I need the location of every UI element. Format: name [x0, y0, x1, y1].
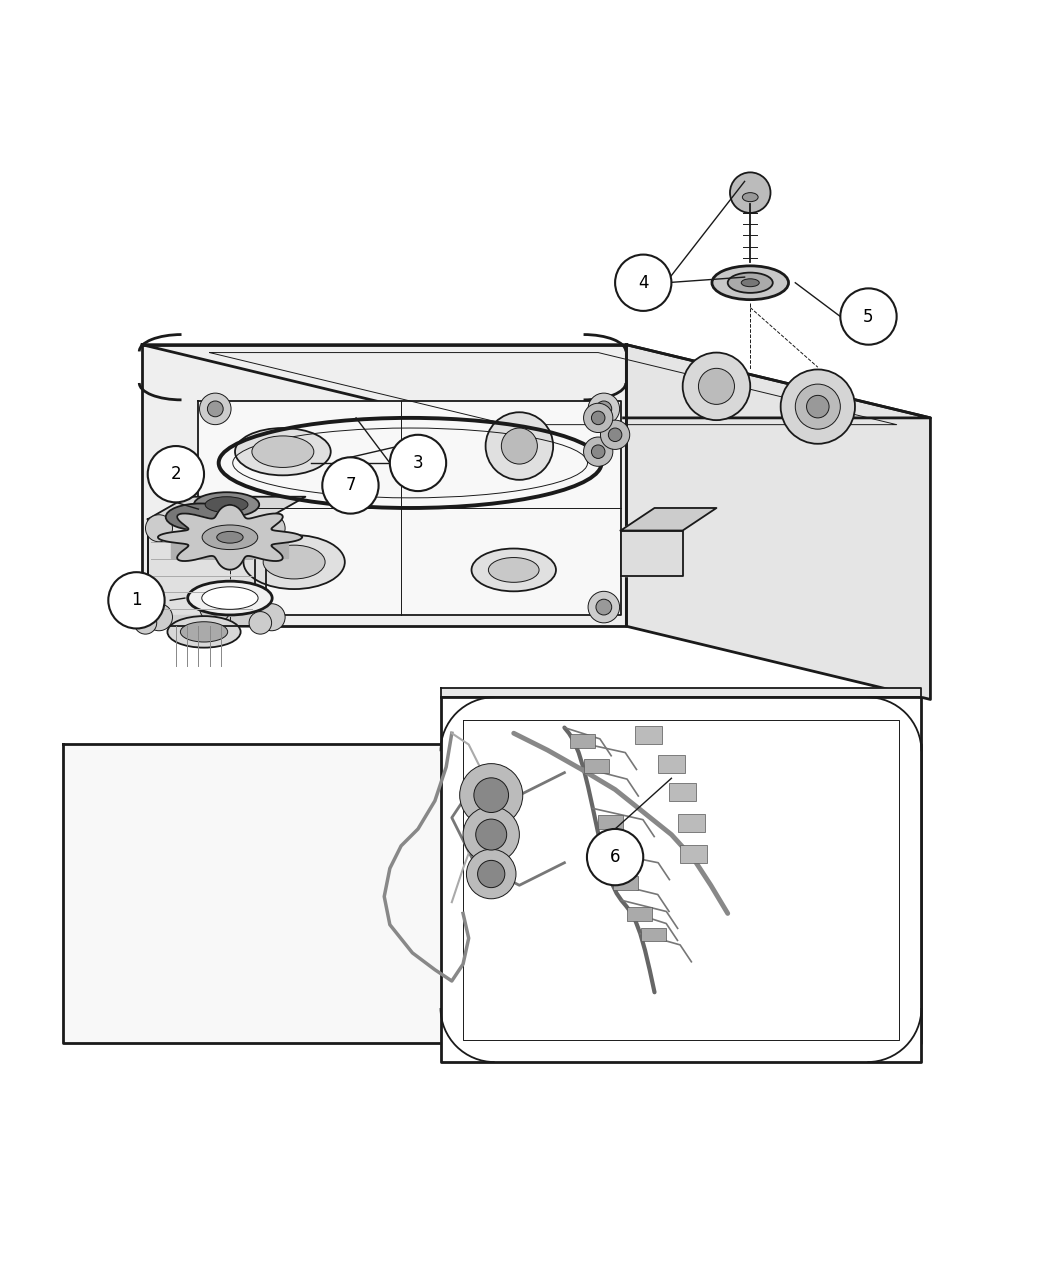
Ellipse shape	[216, 532, 244, 543]
Bar	[584, 760, 609, 773]
Text: 3: 3	[413, 454, 423, 472]
Ellipse shape	[167, 616, 240, 648]
Polygon shape	[621, 530, 682, 575]
Circle shape	[584, 437, 613, 467]
Ellipse shape	[194, 492, 259, 516]
Ellipse shape	[235, 428, 331, 476]
Text: 1: 1	[131, 592, 142, 609]
Ellipse shape	[488, 557, 539, 583]
Circle shape	[682, 353, 751, 421]
Circle shape	[134, 612, 156, 634]
Polygon shape	[198, 402, 621, 615]
Circle shape	[200, 592, 231, 623]
Polygon shape	[148, 519, 255, 626]
Polygon shape	[171, 537, 289, 557]
Polygon shape	[441, 697, 922, 1062]
Text: 4: 4	[638, 274, 649, 292]
Circle shape	[478, 861, 505, 887]
Circle shape	[390, 435, 446, 491]
Circle shape	[148, 446, 204, 502]
Ellipse shape	[712, 266, 789, 300]
Text: 5: 5	[863, 307, 874, 325]
Bar	[680, 845, 708, 863]
Circle shape	[460, 764, 523, 826]
Circle shape	[596, 599, 612, 615]
Ellipse shape	[741, 279, 759, 287]
Circle shape	[588, 592, 619, 623]
Bar	[669, 783, 696, 801]
Circle shape	[501, 428, 538, 464]
Polygon shape	[142, 344, 930, 418]
Ellipse shape	[181, 622, 228, 643]
Circle shape	[485, 412, 553, 479]
Circle shape	[108, 572, 165, 629]
Circle shape	[258, 604, 286, 631]
Ellipse shape	[188, 581, 272, 615]
Polygon shape	[627, 344, 930, 700]
Bar	[627, 907, 652, 921]
Circle shape	[591, 411, 605, 425]
Polygon shape	[621, 507, 716, 530]
Polygon shape	[148, 497, 306, 519]
Circle shape	[806, 395, 830, 418]
Circle shape	[615, 255, 671, 311]
Circle shape	[146, 515, 172, 542]
Ellipse shape	[202, 586, 258, 609]
Bar	[635, 727, 663, 745]
Circle shape	[596, 402, 612, 417]
Circle shape	[208, 599, 224, 615]
Ellipse shape	[166, 504, 235, 530]
Ellipse shape	[252, 436, 314, 468]
Circle shape	[200, 393, 231, 425]
Circle shape	[249, 612, 272, 634]
Ellipse shape	[264, 546, 326, 579]
Circle shape	[591, 445, 605, 459]
Circle shape	[146, 604, 172, 631]
Bar	[642, 928, 666, 941]
Ellipse shape	[205, 497, 248, 513]
Circle shape	[608, 428, 622, 441]
Polygon shape	[142, 344, 627, 626]
Circle shape	[258, 515, 286, 542]
Text: 7: 7	[345, 477, 356, 495]
Text: 6: 6	[610, 848, 621, 866]
Circle shape	[588, 393, 619, 425]
Circle shape	[474, 778, 508, 812]
Polygon shape	[441, 688, 922, 697]
Circle shape	[795, 384, 840, 430]
Circle shape	[840, 288, 897, 344]
Polygon shape	[63, 745, 922, 1043]
Bar	[570, 734, 594, 748]
Circle shape	[466, 849, 516, 899]
Bar	[613, 876, 637, 890]
Circle shape	[322, 458, 379, 514]
Bar	[598, 815, 624, 829]
Polygon shape	[148, 519, 266, 626]
Ellipse shape	[471, 548, 555, 592]
Circle shape	[780, 370, 855, 444]
Circle shape	[584, 403, 613, 432]
Text: 2: 2	[170, 465, 182, 483]
Bar	[658, 755, 685, 773]
Circle shape	[730, 172, 771, 213]
Polygon shape	[133, 615, 272, 626]
Ellipse shape	[728, 273, 773, 293]
Circle shape	[463, 806, 520, 863]
Circle shape	[587, 829, 644, 885]
Ellipse shape	[742, 193, 758, 201]
Ellipse shape	[244, 536, 344, 589]
Polygon shape	[158, 505, 302, 570]
Circle shape	[208, 402, 224, 417]
Bar	[678, 815, 706, 833]
Ellipse shape	[202, 525, 257, 550]
Circle shape	[698, 368, 734, 404]
Circle shape	[476, 819, 507, 850]
Circle shape	[601, 421, 630, 449]
